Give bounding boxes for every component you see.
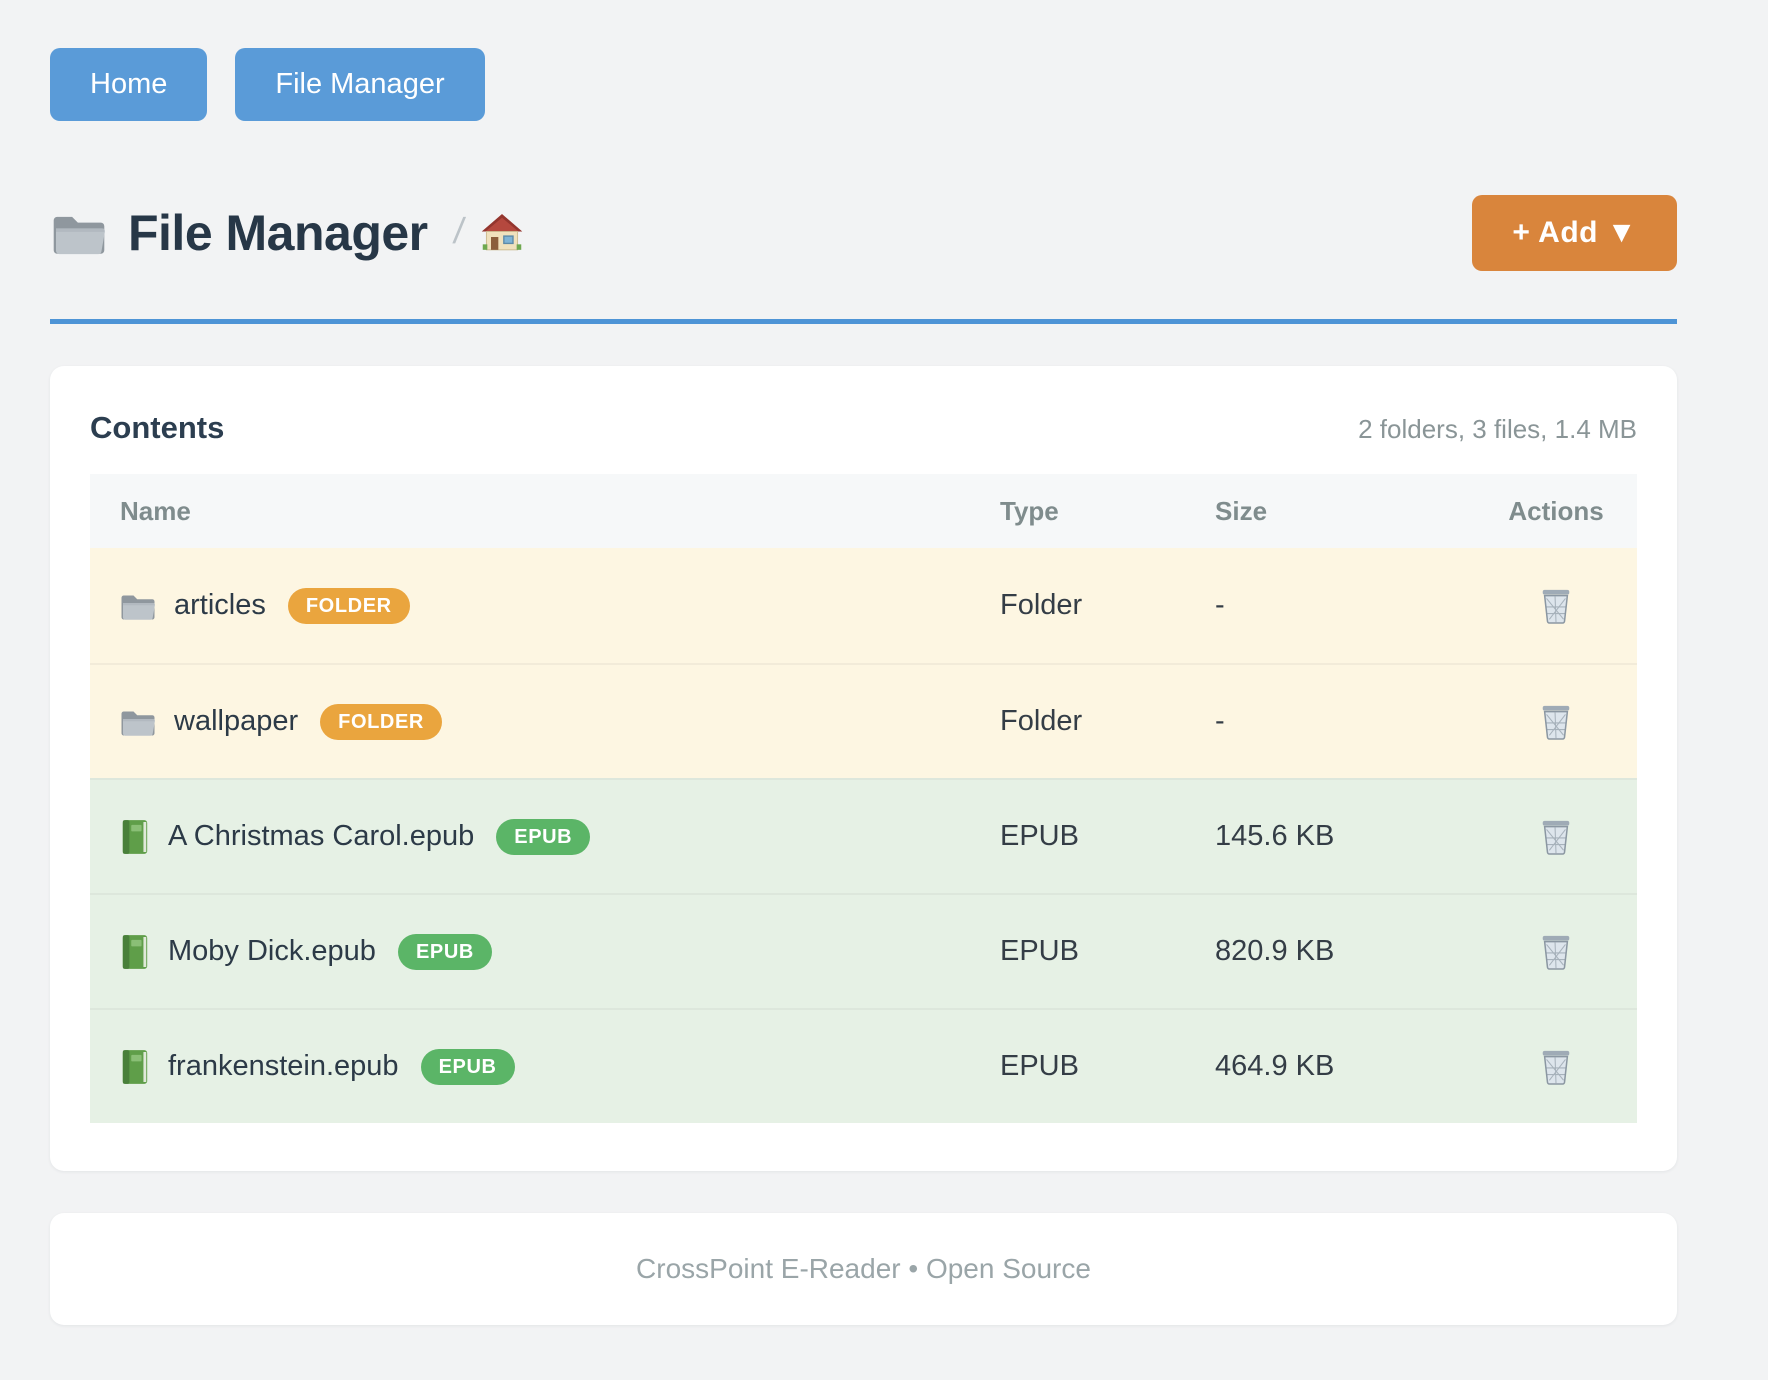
file-name[interactable]: wallpaper xyxy=(174,705,299,737)
trash-icon xyxy=(1538,817,1574,857)
breadcrumb: / xyxy=(450,210,524,256)
book-icon xyxy=(120,818,150,856)
column-header-actions: Actions xyxy=(1508,495,1604,526)
contents-card: Contents 2 folders, 3 files, 1.4 MB Name… xyxy=(50,366,1677,1171)
trash-icon xyxy=(1538,932,1574,972)
folder-icon xyxy=(120,707,156,737)
file-type: EPUB xyxy=(1000,820,1079,852)
file-name[interactable]: articles xyxy=(174,589,266,621)
contents-heading: Contents xyxy=(90,410,225,445)
trash-icon xyxy=(1538,702,1574,742)
file-size: 464.9 KB xyxy=(1215,1050,1335,1082)
table-row: Moby Dick.epub EPUB EPUB 820.9 KB xyxy=(90,893,1637,1008)
delete-button[interactable] xyxy=(1534,813,1578,861)
column-header-type: Type xyxy=(1000,495,1059,526)
epub-badge: EPUB xyxy=(420,1048,515,1085)
page-header: File Manager / + Add ▼ xyxy=(50,195,1677,271)
file-table: Name Type Size Actions articles FOLDER F… xyxy=(90,474,1637,1123)
file-name[interactable]: Moby Dick.epub xyxy=(168,935,376,967)
table-row: A Christmas Carol.epub EPUB EPUB 145.6 K… xyxy=(90,778,1637,893)
add-button[interactable]: + Add ▼ xyxy=(1472,195,1677,271)
file-size: 145.6 KB xyxy=(1215,820,1335,852)
page-title: File Manager xyxy=(128,205,428,261)
file-size: - xyxy=(1215,589,1225,621)
trash-icon xyxy=(1538,1047,1574,1087)
file-type: Folder xyxy=(1000,589,1083,621)
epub-badge: EPUB xyxy=(496,818,591,855)
file-name[interactable]: frankenstein.epub xyxy=(168,1050,399,1082)
delete-button[interactable] xyxy=(1534,1043,1578,1091)
file-size: 820.9 KB xyxy=(1215,935,1335,967)
epub-badge: EPUB xyxy=(397,933,492,970)
table-row: articles FOLDER Folder - xyxy=(90,548,1637,663)
home-icon[interactable] xyxy=(480,211,524,252)
column-header-size: Size xyxy=(1215,495,1268,526)
file-type: Folder xyxy=(1000,705,1083,737)
file-manager-nav-button[interactable]: File Manager xyxy=(235,48,485,121)
home-nav-button[interactable]: Home xyxy=(50,48,208,121)
file-size: - xyxy=(1215,705,1225,737)
table-header-row: Name Type Size Actions xyxy=(90,474,1637,548)
book-icon xyxy=(120,933,150,971)
book-icon xyxy=(120,1048,150,1086)
table-row: frankenstein.epub EPUB EPUB 464.9 KB xyxy=(90,1008,1637,1123)
file-type: EPUB xyxy=(1000,1050,1079,1082)
folder-badge: FOLDER xyxy=(287,587,410,624)
contents-summary: 2 folders, 3 files, 1.4 MB xyxy=(1358,414,1637,444)
table-row: wallpaper FOLDER Folder - xyxy=(90,663,1637,778)
delete-button[interactable] xyxy=(1534,928,1578,976)
top-nav: Home File Manager xyxy=(50,48,1677,121)
footer-text: CrossPoint E-Reader • Open Source xyxy=(636,1253,1091,1284)
column-header-name: Name xyxy=(120,495,191,526)
file-type: EPUB xyxy=(1000,935,1079,967)
breadcrumb-separator: / xyxy=(450,210,467,251)
file-manager-page: Home File Manager File Manager / + Add ▼… xyxy=(50,48,1677,1325)
folder-icon xyxy=(120,591,156,621)
trash-icon xyxy=(1538,586,1574,626)
delete-button[interactable] xyxy=(1534,698,1578,746)
file-name[interactable]: A Christmas Carol.epub xyxy=(168,820,475,852)
delete-button[interactable] xyxy=(1534,582,1578,630)
folder-icon xyxy=(50,210,108,256)
folder-badge: FOLDER xyxy=(320,703,442,740)
footer-card: CrossPoint E-Reader • Open Source xyxy=(50,1213,1677,1325)
title-divider xyxy=(50,319,1677,324)
